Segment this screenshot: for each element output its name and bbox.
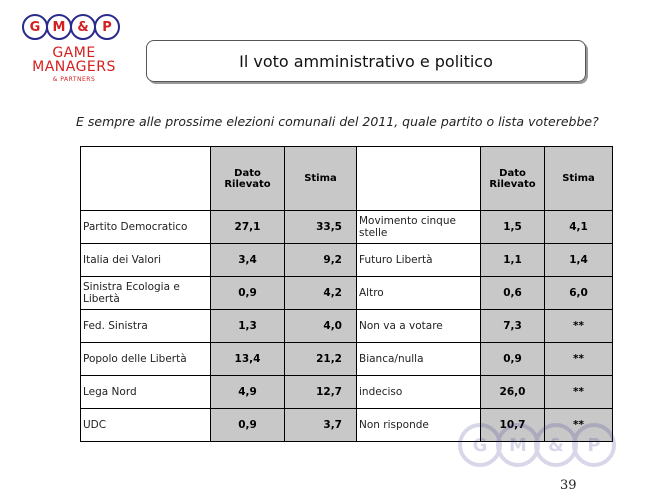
company-logo: G M & P GAME MANAGERS & PARTNERS: [18, 10, 130, 90]
footer-logo-watermark: G M & P: [458, 420, 658, 470]
left-stima-value: 3,7: [284, 408, 357, 442]
right-stima-value: **: [544, 342, 613, 376]
right-party-label: Futuro Libertà: [356, 243, 481, 277]
right-party-label: Movimento cinque stelle: [356, 210, 481, 244]
left-dato-value: 13,4: [210, 342, 285, 376]
logo-ball-amp: &: [70, 14, 96, 40]
left-dato-value: 27,1: [210, 210, 285, 244]
left-party-label: Popolo delle Libertà: [80, 342, 211, 376]
left-stima-value: 9,2: [284, 243, 357, 277]
right-dato-value: 26,0: [480, 375, 545, 409]
left-stima-value: 4,2: [284, 276, 357, 310]
table-body: Partito Democratico 27,1 33,5 Movimento cin…: [80, 210, 613, 442]
right-stima-value: **: [544, 375, 613, 409]
right-stima-value: **: [544, 309, 613, 343]
logo-line3: & PARTNERS: [52, 76, 96, 83]
right-dato-value: 1,5: [480, 210, 545, 244]
right-dato-value: 0,6: [480, 276, 545, 310]
left-party-label: Sinistra Ecologia e Libertà: [80, 276, 211, 310]
logo-line2: MANAGERS: [32, 59, 116, 75]
left-dato-value: 3,4: [210, 243, 285, 277]
left-dato-value: 1,3: [210, 309, 285, 343]
left-party-label: Lega Nord: [80, 375, 211, 409]
left-party-label: Fed. Sinistra: [80, 309, 211, 343]
header-stima: Stima: [544, 146, 613, 211]
results-table: Dato Rilevato Stima Dato Rilevato Stima …: [80, 146, 613, 442]
logo-line1: GAME: [52, 45, 96, 61]
right-dato-value: 7,3: [480, 309, 545, 343]
logo-ball-p: P: [94, 14, 120, 40]
right-dato-value: 0,9: [480, 342, 545, 376]
page-number: 39: [560, 478, 577, 493]
logo-balls: G M & P: [22, 14, 120, 40]
left-dato-value: 0,9: [210, 276, 285, 310]
right-party-label: Non va a votare: [356, 309, 481, 343]
header-dato-rilevato: Dato Rilevato: [480, 146, 545, 211]
logo-ball-g: G: [22, 14, 48, 40]
watermark-ball-p: P: [572, 423, 616, 467]
left-stima-value: 21,2: [284, 342, 357, 376]
right-dato-value: 1,1: [480, 243, 545, 277]
table-row: Sinistra Ecologia e Libertà 0,9 4,2 Altro 0,…: [80, 276, 613, 310]
right-stima-value: 1,4: [544, 243, 613, 277]
right-party-label: Bianca/nulla: [356, 342, 481, 376]
table-row: Italia dei Valori 3,4 9,2 Futuro Libertà 1,1…: [80, 243, 613, 277]
left-party-label: Partito Democratico: [80, 210, 211, 244]
left-dato-value: 4,9: [210, 375, 285, 409]
table-row: Fed. Sinistra 1,3 4,0 Non va a votare 7,3 **: [80, 309, 613, 343]
logo-ball-m: M: [46, 14, 72, 40]
header-blank: [356, 146, 481, 211]
left-stima-value: 33,5: [284, 210, 357, 244]
logo-text: GAME MANAGERS: [18, 46, 130, 74]
table-row: Popolo delle Libertà 13,4 21,2 Bianca/nulla…: [80, 342, 613, 376]
right-party-label: Altro: [356, 276, 481, 310]
left-party-label: UDC: [80, 408, 211, 442]
right-stima-value: 4,1: [544, 210, 613, 244]
right-stima-value: 6,0: [544, 276, 613, 310]
header-blank: [80, 146, 211, 211]
table-row: Lega Nord 4,9 12,7 indeciso 26,0 **: [80, 375, 613, 409]
left-stima-value: 12,7: [284, 375, 357, 409]
slide-title: Il voto amministrativo e politico: [146, 40, 586, 82]
header-dato-rilevato: Dato Rilevato: [210, 146, 285, 211]
right-party-label: indeciso: [356, 375, 481, 409]
header-stima: Stima: [284, 146, 357, 211]
left-party-label: Italia dei Valori: [80, 243, 211, 277]
survey-question: E sempre alle prossime elezioni comunali…: [76, 114, 599, 129]
left-stima-value: 4,0: [284, 309, 357, 343]
table-row: Partito Democratico 27,1 33,5 Movimento cin…: [80, 210, 613, 244]
table-header-row: Dato Rilevato Stima Dato Rilevato Stima: [80, 146, 613, 211]
left-dato-value: 0,9: [210, 408, 285, 442]
